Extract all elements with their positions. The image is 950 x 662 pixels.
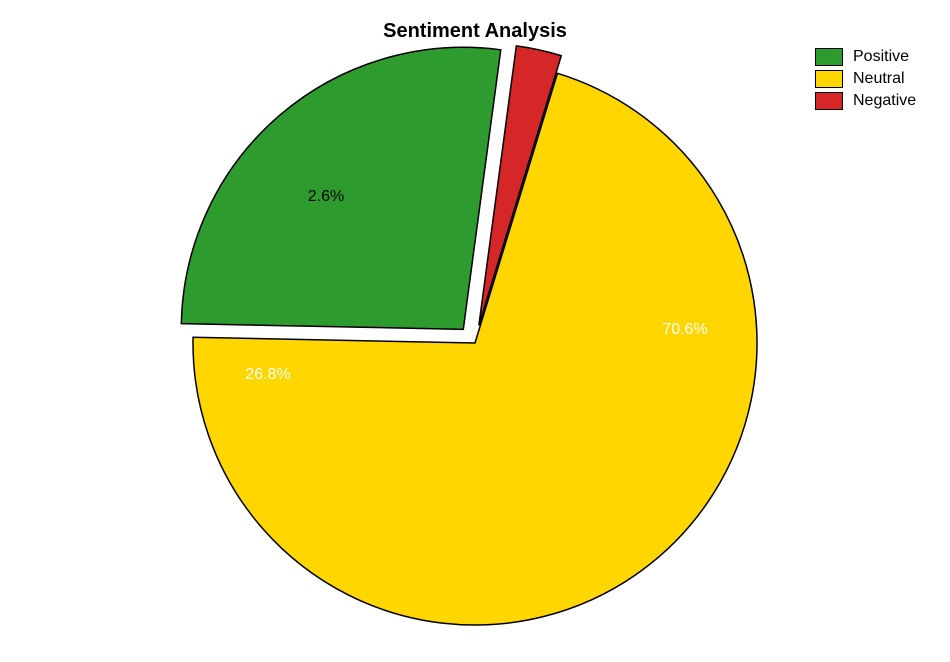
chart-legend: Positive Neutral Negative <box>815 48 916 114</box>
slice-label-negative: 2.6% <box>308 188 344 206</box>
legend-item-positive: Positive <box>815 48 916 66</box>
legend-item-neutral: Neutral <box>815 70 916 88</box>
legend-label-neutral: Neutral <box>853 70 905 88</box>
pie-chart-svg <box>0 0 950 662</box>
slice-label-neutral: 70.6% <box>662 321 707 339</box>
legend-swatch-neutral <box>815 70 843 88</box>
legend-swatch-positive <box>815 48 843 66</box>
legend-swatch-negative <box>815 92 843 110</box>
sentiment-pie-chart: Sentiment Analysis 70.6%26.8%2.6% Positi… <box>0 0 950 662</box>
legend-item-negative: Negative <box>815 92 916 110</box>
legend-label-negative: Negative <box>853 92 916 110</box>
slice-label-positive: 26.8% <box>245 366 290 384</box>
legend-label-positive: Positive <box>853 48 909 66</box>
